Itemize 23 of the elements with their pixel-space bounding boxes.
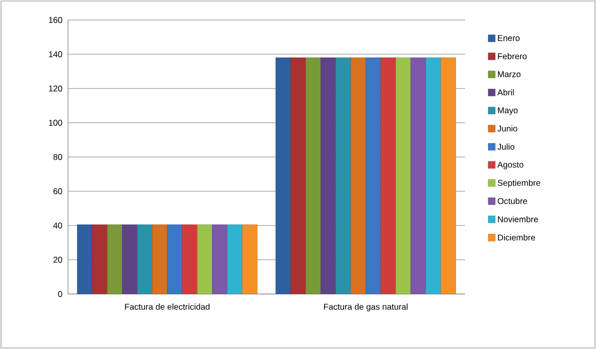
- legend-label: Mayo: [498, 107, 518, 115]
- y-tick-label: 0: [58, 291, 62, 297]
- y-tick-label: 100: [48, 120, 62, 126]
- y-tick-label: 20: [53, 256, 62, 263]
- legend-label: Julio: [497, 144, 514, 150]
- y-tick-label: 160: [48, 17, 62, 23]
- legend-label: Marzo: [498, 71, 521, 78]
- legend-label: Noviembre: [498, 216, 538, 222]
- legend-label: Agosto: [497, 162, 524, 170]
- y-tick-label: 40: [53, 222, 62, 228]
- y-tick-label: 80: [53, 154, 62, 160]
- x-tick-label: Factura de gas natural: [324, 304, 408, 312]
- x-tick-label: Factura de electricidad: [125, 304, 210, 310]
- legend-label: Septiembre: [498, 180, 540, 188]
- y-tick-label: 120: [48, 86, 62, 92]
- legend-label: Febrero: [498, 53, 527, 60]
- legend-label: Octubre: [498, 198, 528, 204]
- y-tick-label: 60: [54, 188, 62, 194]
- legend-label: Enero: [498, 35, 520, 42]
- legend-label: Junio: [497, 125, 518, 132]
- y-tick-label: 140: [48, 51, 62, 58]
- legend-label: Abril: [497, 89, 514, 96]
- legend-label: Diciembre: [498, 234, 536, 240]
